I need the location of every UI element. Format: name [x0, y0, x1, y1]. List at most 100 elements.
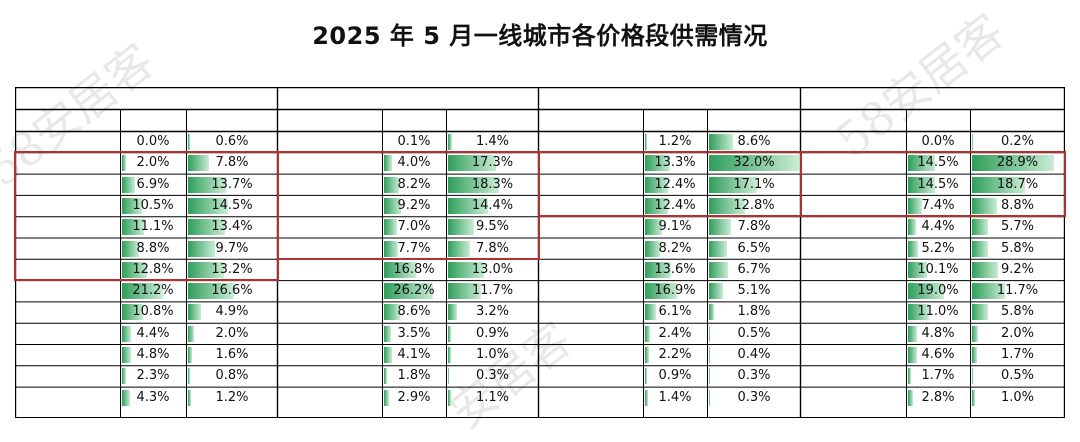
demand-value: 7.8% [476, 241, 509, 256]
supply-value: 3.5% [397, 326, 430, 341]
supply-value: 4.3% [136, 390, 169, 405]
price-band-label [801, 259, 906, 280]
supply-value: 5.2% [921, 241, 954, 256]
demand-value-cell: 13.7% [186, 174, 278, 195]
demand-value: 5.8% [1001, 241, 1034, 256]
price-band-label [801, 323, 906, 344]
supply-value-cell: 4.4% [120, 323, 186, 344]
price-band-label [278, 238, 382, 259]
demand-value: 5.1% [737, 283, 770, 298]
supply-bar [384, 390, 389, 406]
price-band-label [801, 280, 906, 301]
supply-value-cell: 5.2% [906, 238, 970, 259]
supply-bar [908, 219, 916, 235]
demand-bar [448, 241, 470, 257]
demand-value: 6.5% [737, 241, 770, 256]
demand-value: 1.1% [476, 390, 509, 405]
demand-bar [188, 390, 191, 406]
demand-bar [972, 219, 988, 235]
demand-value: 2.0% [215, 326, 248, 341]
supply-value: 0.1% [397, 134, 430, 149]
price-band-label [278, 131, 382, 152]
demand-value-cell: 0.9% [446, 323, 539, 344]
demand-value: 0.3% [476, 368, 509, 383]
demand-value-cell: 17.3% [446, 152, 539, 173]
demand-value: 0.5% [737, 326, 770, 341]
demand-bar [709, 304, 714, 320]
demand-value-cell: 1.0% [970, 387, 1065, 408]
price-band-label [539, 131, 643, 152]
price-band-label [278, 323, 382, 344]
demand-bar [972, 198, 997, 214]
supply-value: 6.9% [136, 177, 169, 192]
price-band-label [801, 216, 906, 237]
supply-value: 14.5% [917, 155, 958, 170]
supply-value-cell: 6.9% [120, 174, 186, 195]
supply-value: 8.2% [397, 177, 430, 192]
supply-value: 7.0% [397, 219, 430, 234]
supply-bar [645, 368, 647, 384]
price-band-label [278, 344, 382, 365]
supply-value-cell: 19.0% [906, 280, 970, 301]
supply-value-cell: 2.4% [643, 323, 707, 344]
demand-value-cell: 18.7% [970, 174, 1065, 195]
demand-value: 13.0% [472, 262, 513, 277]
demand-bar [972, 347, 977, 363]
demand-bar [709, 347, 710, 363]
price-band-label [801, 387, 906, 408]
supply-value-cell: 1.7% [906, 365, 970, 386]
demand-value: 4.9% [215, 304, 248, 319]
supply-value: 14.5% [917, 177, 958, 192]
supply-value-cell: 6.1% [643, 301, 707, 322]
supply-bar [384, 347, 392, 363]
supply-bar [384, 155, 392, 171]
demand-value: 0.8% [215, 368, 248, 383]
demand-value: 9.7% [215, 241, 248, 256]
demand-bar [972, 262, 998, 278]
demand-value-cell: 0.4% [707, 344, 801, 365]
supply-value: 12.4% [654, 177, 695, 192]
demand-value: 9.2% [1001, 262, 1034, 277]
supply-value-cell: 12.8% [120, 259, 186, 280]
supply-bar [908, 390, 913, 406]
demand-bar [448, 347, 451, 363]
supply-value-cell: 1.2% [643, 131, 707, 152]
demand-value-cell: 12.8% [707, 195, 801, 216]
supply-value-cell: 4.0% [382, 152, 446, 173]
chart-title: 2025 年 5 月一线城市各价格段供需情况 [0, 16, 1080, 51]
supply-bar [645, 326, 650, 342]
demand-value: 11.7% [472, 283, 513, 298]
demand-value: 13.4% [211, 219, 252, 234]
price-band-label [801, 301, 906, 322]
demand-value-cell: 9.7% [186, 238, 278, 259]
demand-value-cell: 5.8% [970, 238, 1065, 259]
demand-value-cell: 1.0% [446, 344, 539, 365]
price-band-label [15, 387, 120, 408]
supply-value: 8.2% [658, 241, 691, 256]
supply-value-cell: 1.4% [643, 387, 707, 408]
demand-value-cell: 4.9% [186, 301, 278, 322]
price-band-label [15, 301, 120, 322]
supply-value: 1.4% [658, 390, 691, 405]
column-header-demand [446, 109, 539, 131]
demand-value-cell: 0.3% [707, 365, 801, 386]
demand-value: 0.6% [215, 134, 248, 149]
supply-value-cell: 8.2% [643, 238, 707, 259]
price-band-label [539, 344, 643, 365]
demand-value: 18.3% [472, 177, 513, 192]
supply-value: 13.3% [654, 155, 695, 170]
demand-value-cell: 5.8% [970, 301, 1065, 322]
supply-value-cell: 14.5% [906, 174, 970, 195]
demand-value: 1.2% [215, 390, 248, 405]
demand-bar [709, 283, 723, 299]
price-band-label [15, 259, 120, 280]
supply-value-cell: 8.6% [382, 301, 446, 322]
demand-value: 1.6% [215, 347, 248, 362]
demand-value: 17.3% [472, 155, 513, 170]
demand-value-cell: 0.5% [970, 365, 1065, 386]
supply-value-cell: 7.7% [382, 238, 446, 259]
supply-bar [122, 155, 126, 171]
demand-bar [709, 219, 731, 235]
supply-value-cell: 3.5% [382, 323, 446, 344]
supply-value: 0.0% [921, 134, 954, 149]
